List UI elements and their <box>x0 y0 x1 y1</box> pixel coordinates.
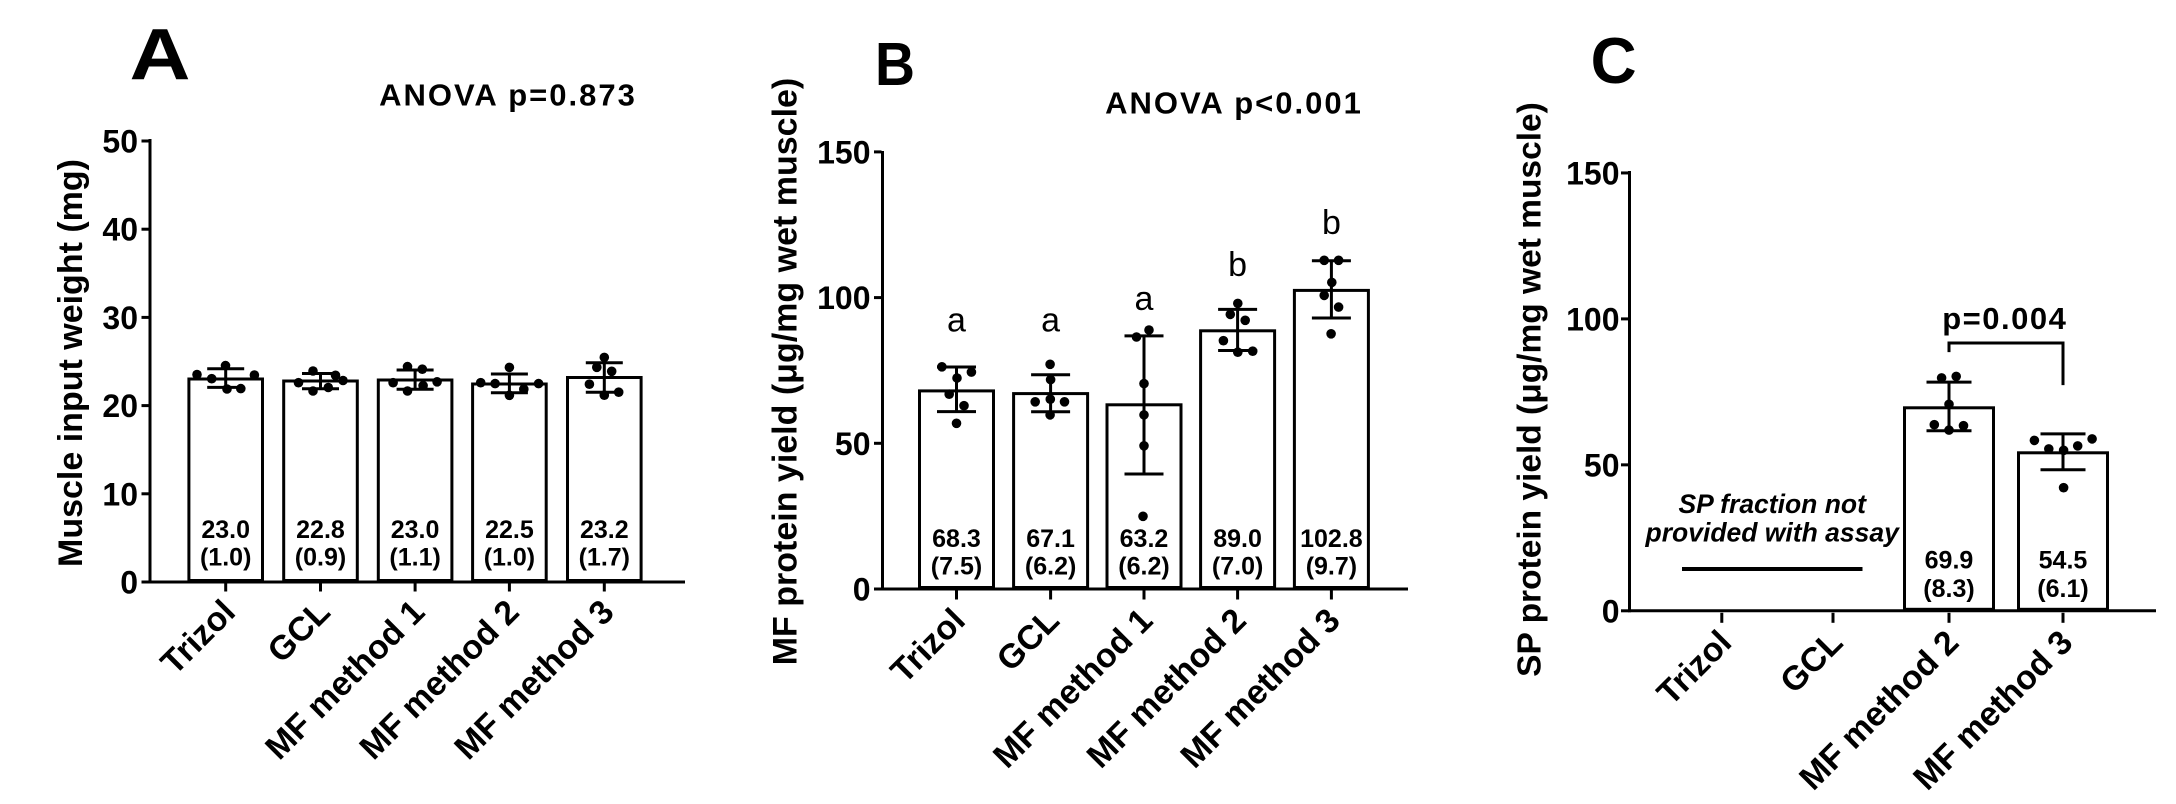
svg-text:(6.2): (6.2) <box>1118 553 1169 581</box>
svg-text:63.2: 63.2 <box>1120 525 1169 553</box>
svg-text:ANOVA p<0.001: ANOVA p<0.001 <box>1105 86 1363 121</box>
svg-text:67.1: 67.1 <box>1026 525 1075 553</box>
svg-text:C: C <box>1591 24 1637 97</box>
svg-text:provided with assay: provided with assay <box>1645 517 1901 547</box>
svg-text:22.5: 22.5 <box>485 516 534 544</box>
svg-text:100: 100 <box>817 280 870 316</box>
svg-text:b: b <box>1228 246 1247 284</box>
svg-text:B: B <box>875 30 915 98</box>
svg-text:23.2: 23.2 <box>580 516 629 544</box>
svg-text:0: 0 <box>120 565 138 601</box>
svg-text:(7.5): (7.5) <box>931 553 982 581</box>
svg-text:SP fraction not: SP fraction not <box>1678 489 1867 519</box>
svg-text:(1.7): (1.7) <box>579 544 630 572</box>
svg-text:68.3: 68.3 <box>932 525 981 553</box>
svg-text:50: 50 <box>102 124 138 160</box>
svg-text:150: 150 <box>817 134 870 170</box>
svg-text:102.8: 102.8 <box>1300 525 1363 553</box>
svg-text:(9.7): (9.7) <box>1306 553 1357 581</box>
svg-text:89.0: 89.0 <box>1213 525 1262 553</box>
svg-text:10: 10 <box>102 476 138 512</box>
svg-text:22.8: 22.8 <box>296 516 345 544</box>
svg-text:a: a <box>1135 280 1154 318</box>
svg-text:a: a <box>947 302 966 340</box>
svg-text:54.5: 54.5 <box>2039 547 2088 575</box>
svg-text:(8.3): (8.3) <box>1923 575 1974 603</box>
svg-text:50: 50 <box>1584 447 1620 483</box>
svg-text:150: 150 <box>1566 155 1619 191</box>
svg-text:b: b <box>1322 204 1341 242</box>
svg-text:(6.2): (6.2) <box>1025 553 1076 581</box>
svg-text:(6.1): (6.1) <box>2037 575 2088 603</box>
svg-text:0: 0 <box>853 572 871 608</box>
svg-text:a: a <box>1041 302 1060 340</box>
svg-text:(1.0): (1.0) <box>484 544 535 572</box>
svg-text:100: 100 <box>1566 301 1619 337</box>
svg-text:40: 40 <box>102 212 138 248</box>
svg-text:30: 30 <box>102 300 138 336</box>
svg-text:MF protein yield (μg/mg wet mu: MF protein yield (μg/mg wet muscle) <box>767 78 805 666</box>
svg-text:p=0.004: p=0.004 <box>1942 301 2067 336</box>
svg-text:0: 0 <box>1602 593 1620 629</box>
svg-text:20: 20 <box>102 388 138 424</box>
svg-text:23.0: 23.0 <box>391 516 440 544</box>
svg-text:(1.0): (1.0) <box>200 544 251 572</box>
svg-text:ANOVA p=0.873: ANOVA p=0.873 <box>379 78 637 113</box>
svg-text:23.0: 23.0 <box>201 516 250 544</box>
svg-text:50: 50 <box>835 426 871 462</box>
svg-text:SP protein yield (μg/mg wet mu: SP protein yield (μg/mg wet muscle) <box>1512 102 1549 677</box>
svg-text:Muscle input weight (mg): Muscle input weight (mg) <box>52 159 90 567</box>
svg-text:69.9: 69.9 <box>1925 547 1974 575</box>
svg-text:(0.9): (0.9) <box>295 544 346 572</box>
svg-text:(7.0): (7.0) <box>1212 553 1263 581</box>
svg-text:A: A <box>130 15 191 95</box>
svg-text:(1.1): (1.1) <box>389 544 440 572</box>
